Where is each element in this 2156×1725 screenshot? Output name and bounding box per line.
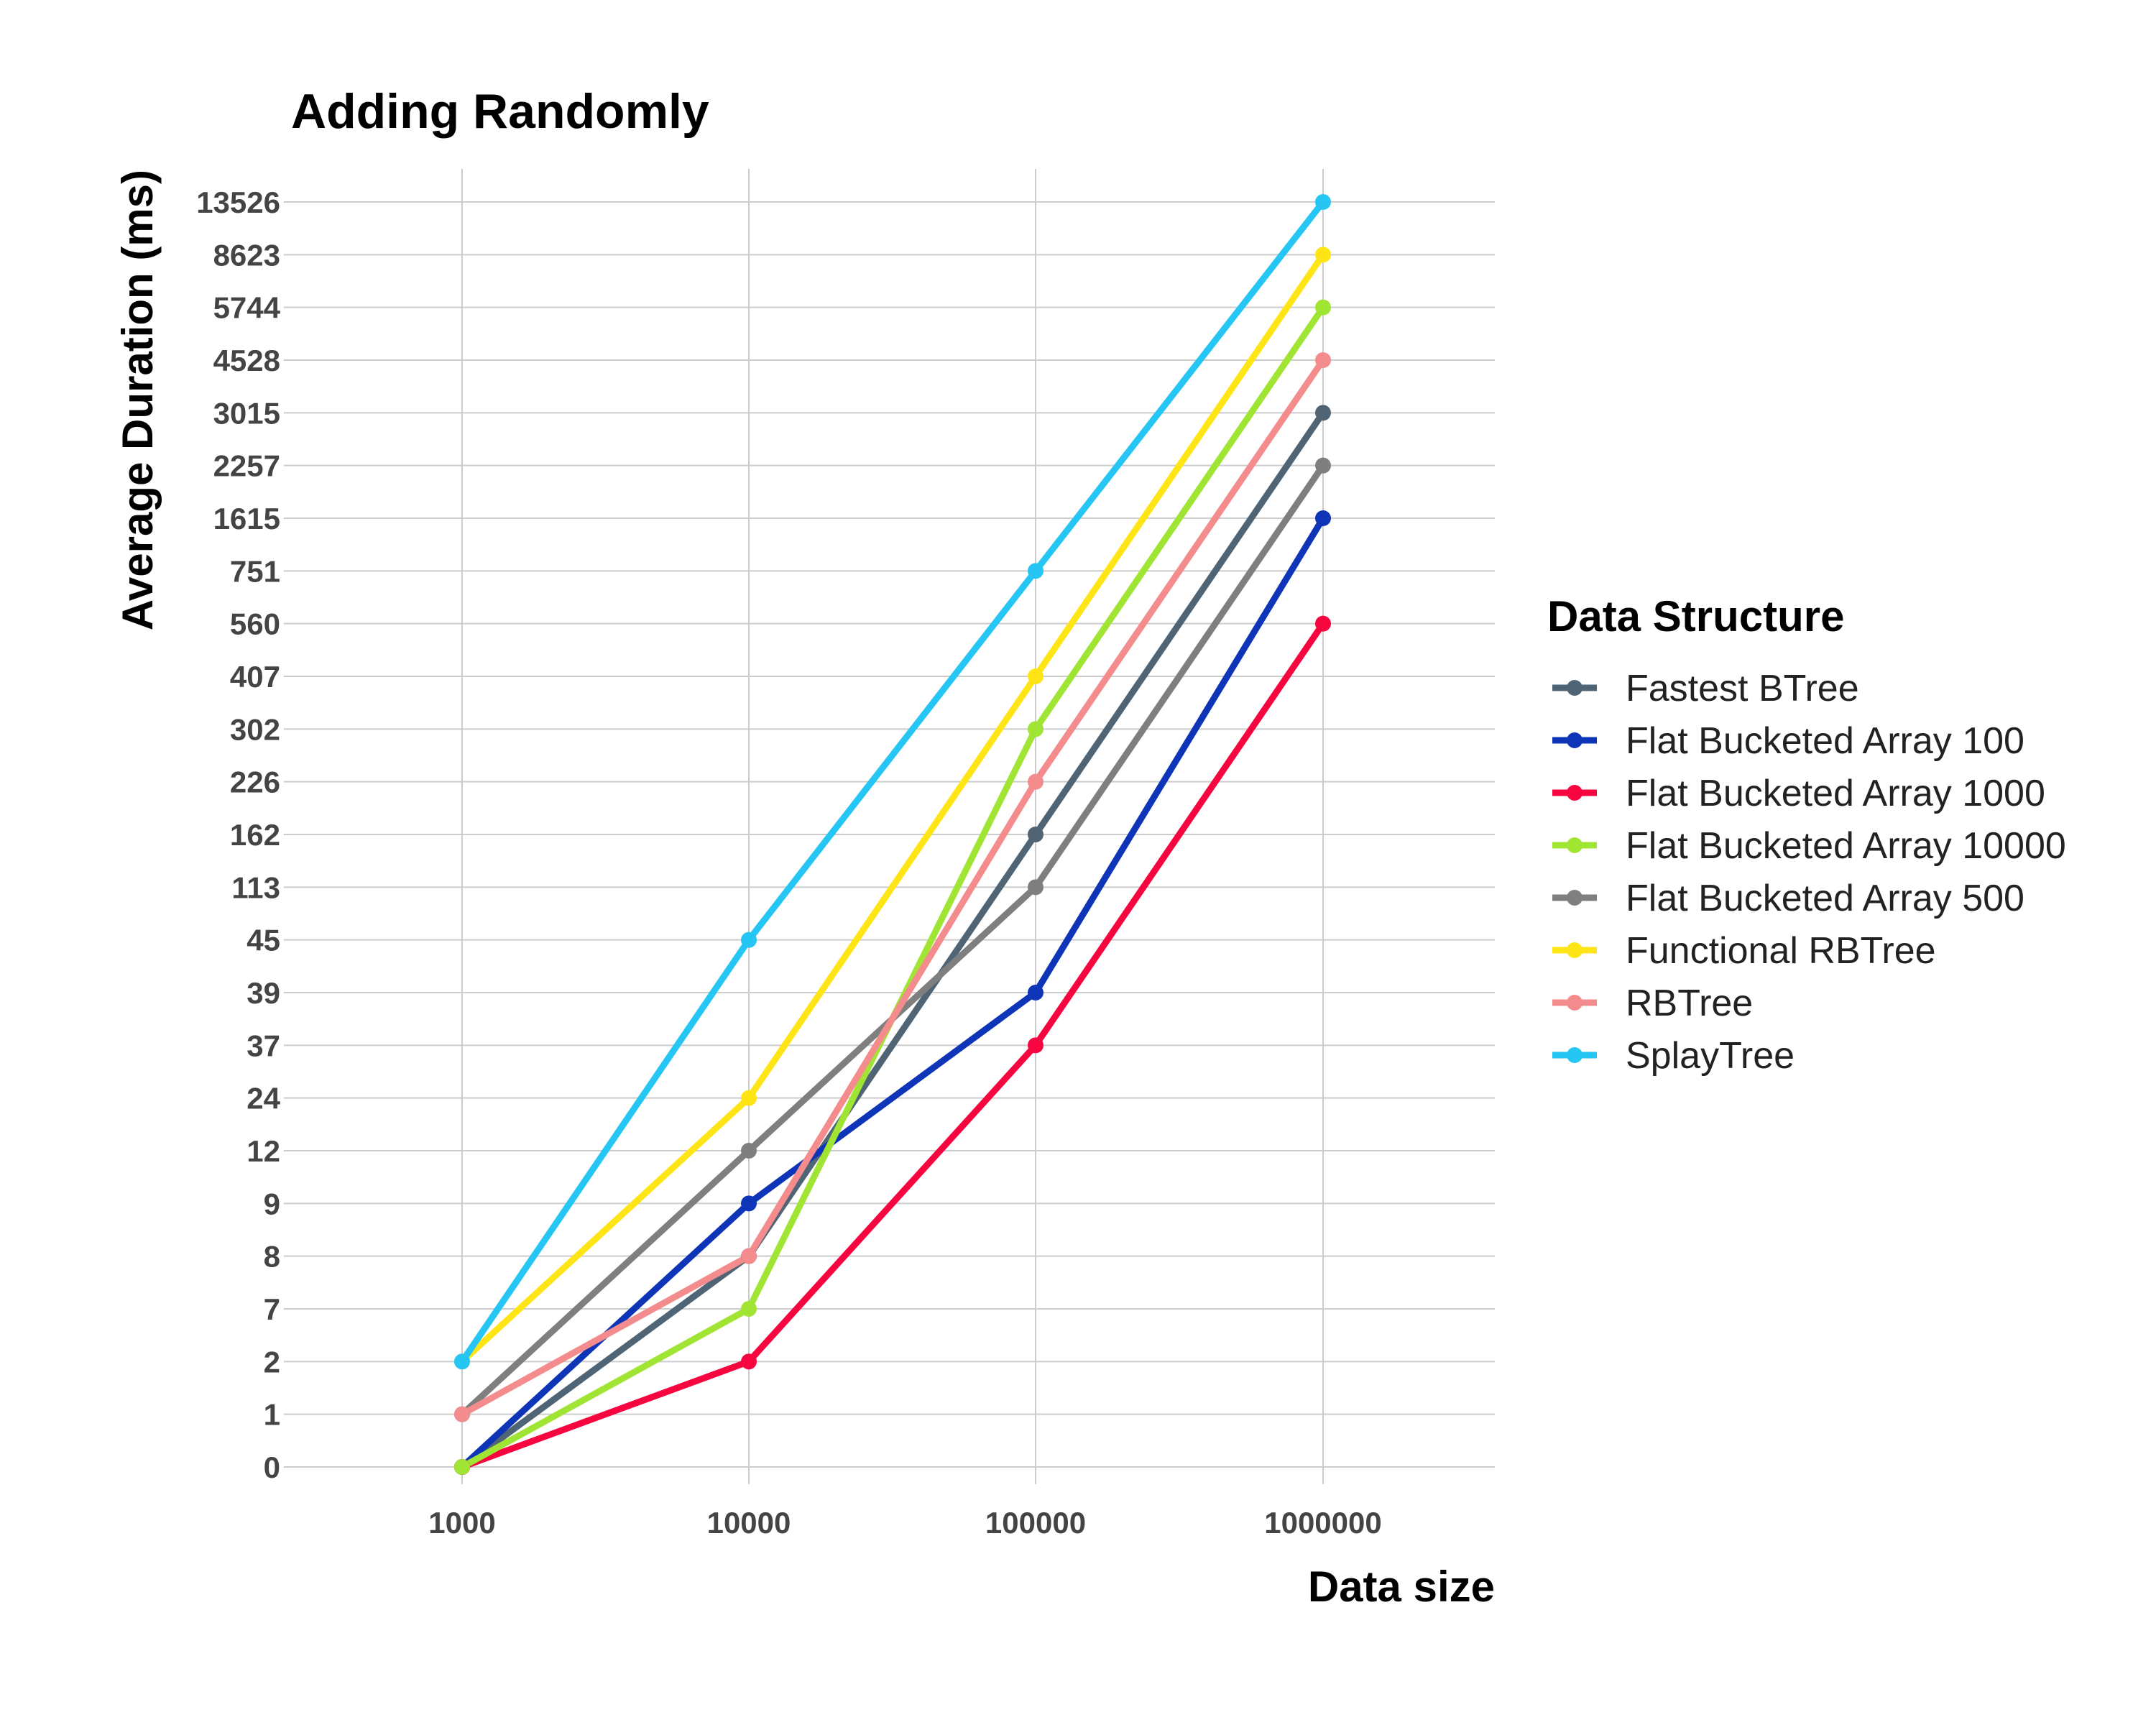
y-tick-label: 45 xyxy=(247,924,280,957)
y-tick-label: 24 xyxy=(247,1082,280,1116)
legend-swatch-point xyxy=(1567,995,1583,1011)
y-tick-label: 1 xyxy=(264,1398,280,1432)
series-lines xyxy=(459,198,1327,1471)
x-tick-label: 1000000 xyxy=(1264,1506,1382,1540)
data-point xyxy=(741,932,757,948)
legend-item: Functional RBTree xyxy=(1552,930,1936,972)
legend-swatch-point xyxy=(1567,785,1583,801)
data-point xyxy=(1315,247,1331,263)
series-line xyxy=(459,251,1327,1365)
legend-item: Flat Bucketed Array 10000 xyxy=(1552,825,2066,867)
data-point xyxy=(1028,668,1044,684)
legend-item: Flat Bucketed Array 500 xyxy=(1552,878,2024,919)
data-point xyxy=(1028,773,1044,790)
legend-title: Data Structure xyxy=(1547,592,1844,640)
legend-label: Fastest BTree xyxy=(1626,668,1859,709)
legend-swatch-point xyxy=(1567,890,1583,906)
data-point xyxy=(1028,563,1044,579)
legend-swatch-point xyxy=(1567,732,1583,748)
y-tick-label: 5744 xyxy=(213,291,281,325)
y-tick-label: 8623 xyxy=(213,238,280,272)
legend-label: Flat Bucketed Array 100 xyxy=(1626,720,2024,762)
data-point xyxy=(1028,827,1044,842)
x-tick-label: 10000 xyxy=(707,1506,791,1540)
legend-item: Fastest BTree xyxy=(1552,668,1859,709)
chart-title: Adding Randomly xyxy=(291,84,709,139)
legend-item: Flat Bucketed Array 1000 xyxy=(1552,773,2045,814)
legend-item: RBTree xyxy=(1552,983,1753,1024)
legend-swatch-point xyxy=(1567,942,1583,958)
data-point xyxy=(1028,721,1044,737)
y-tick-label: 302 xyxy=(230,712,280,746)
y-tick-label: 4528 xyxy=(213,344,280,377)
y-tick-label: 37 xyxy=(247,1029,280,1062)
y-tick-label: 1615 xyxy=(213,502,280,535)
legend-label: SplayTree xyxy=(1626,1035,1795,1077)
data-point xyxy=(1028,985,1044,1000)
legend-label: Flat Bucketed Array 1000 xyxy=(1626,773,2045,814)
data-point xyxy=(1315,352,1331,368)
y-tick-label: 2257 xyxy=(213,449,280,483)
y-tick-label: 162 xyxy=(230,818,280,852)
y-tick-label: 3015 xyxy=(213,396,280,430)
data-point xyxy=(741,1143,757,1159)
data-point xyxy=(454,1406,470,1422)
y-tick-label: 9 xyxy=(264,1187,280,1220)
y-tick-label: 113 xyxy=(231,870,280,904)
legend-item: SplayTree xyxy=(1552,1035,1795,1077)
y-tick-label: 12 xyxy=(247,1134,280,1168)
series-line xyxy=(459,409,1327,1471)
data-point xyxy=(741,1195,757,1212)
y-tick-label: 7 xyxy=(264,1292,280,1326)
y-tick-label: 39 xyxy=(247,976,280,1010)
y-axis-title: Average Duration (ms) xyxy=(114,170,162,630)
data-point xyxy=(1315,299,1331,316)
grid-lines xyxy=(284,169,1495,1484)
legend-swatch-point xyxy=(1567,680,1583,696)
data-point xyxy=(1315,457,1331,474)
x-axis-title: Data size xyxy=(1308,1563,1495,1611)
x-tick-label: 1000 xyxy=(428,1506,495,1540)
legend-item: Flat Bucketed Array 100 xyxy=(1552,720,2024,762)
data-point xyxy=(741,1301,757,1317)
series-line xyxy=(459,356,1327,1418)
data-point xyxy=(1315,510,1331,526)
data-point xyxy=(1028,1037,1044,1054)
data-point xyxy=(741,1090,757,1106)
data-point xyxy=(454,1459,470,1475)
legend-items: Fastest BTree Flat Bucketed Array 100 Flat… xyxy=(1552,668,2066,1077)
y-tick-label: 407 xyxy=(230,660,280,694)
legend-swatch-point xyxy=(1567,1047,1583,1063)
data-point xyxy=(1315,194,1331,210)
data-point xyxy=(1315,405,1331,421)
y-tick-label: 13526 xyxy=(196,185,280,219)
y-tick-label: 560 xyxy=(230,607,280,641)
y-tick-label: 8 xyxy=(264,1240,280,1274)
data-point xyxy=(1028,879,1044,896)
y-tick-label: 0 xyxy=(264,1450,280,1484)
series-points xyxy=(454,194,1331,1475)
legend: Data Structure Fastest BTree Flat Buckete… xyxy=(1547,592,2066,1077)
y-axis-ticks: 0127891224373945113162226302407560751161… xyxy=(196,185,280,1484)
data-point xyxy=(741,1248,757,1264)
y-tick-label: 751 xyxy=(230,554,280,588)
x-axis-ticks: 1000 10000 100000 1000000 xyxy=(428,1506,1381,1540)
data-point xyxy=(741,1353,757,1370)
series-line xyxy=(459,620,1327,1471)
data-point xyxy=(454,1353,470,1370)
legend-label: Flat Bucketed Array 500 xyxy=(1626,878,2024,919)
legend-label: RBTree xyxy=(1626,983,1753,1024)
data-point xyxy=(1315,615,1331,632)
legend-label: Functional RBTree xyxy=(1626,930,1936,972)
y-tick-label: 2 xyxy=(264,1345,280,1379)
y-tick-label: 226 xyxy=(230,765,280,799)
x-tick-label: 100000 xyxy=(985,1506,1086,1540)
series-line xyxy=(459,198,1327,1365)
legend-swatch-point xyxy=(1567,837,1583,853)
legend-label: Flat Bucketed Array 10000 xyxy=(1626,825,2066,867)
